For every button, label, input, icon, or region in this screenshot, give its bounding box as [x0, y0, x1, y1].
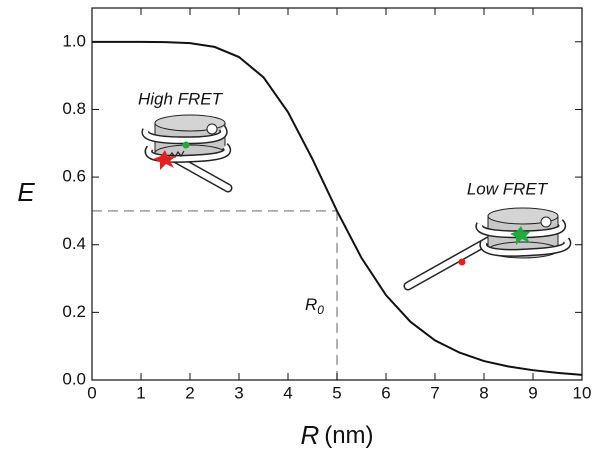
y-tick-label: 0.6 — [62, 167, 86, 186]
x-tick-label: 2 — [185, 383, 194, 402]
x-tick-label: 8 — [479, 383, 488, 402]
x-tick-label: 5 — [332, 383, 341, 402]
y-tick-label: 0.4 — [62, 234, 86, 253]
x-axis-variable: R — [300, 420, 319, 450]
x-axis-label: R (nm) — [300, 420, 373, 450]
y-axis-label: E — [17, 177, 35, 207]
low-fret-label: Low FRET — [467, 179, 549, 198]
data-line — [92, 40, 583, 376]
r0-label: R0 — [305, 295, 324, 317]
x-tick-label: 0 — [87, 383, 96, 402]
x-tick-label: 7 — [430, 383, 439, 402]
high-fret-label: High FRET — [138, 89, 224, 108]
low-fret-illustration — [403, 207, 572, 291]
x-tick-label: 1 — [136, 383, 145, 402]
x-axis-unit: (nm) — [324, 422, 373, 449]
r0-symbol: R — [305, 295, 317, 314]
y-tick-label: 0.8 — [62, 99, 86, 118]
high-fret-illustration — [141, 114, 233, 193]
y-tick-label: 0.0 — [62, 369, 86, 388]
x-tick-label: 6 — [381, 383, 390, 402]
x-tick-label: 4 — [283, 383, 292, 402]
y-tick-label: 0.2 — [62, 302, 86, 321]
x-tick-label: 10 — [573, 383, 592, 402]
r0-subscript: 0 — [317, 303, 324, 317]
x-tick-label: 3 — [234, 383, 243, 402]
x-tick-label: 9 — [528, 383, 537, 402]
y-tick-label: 1.0 — [62, 31, 86, 50]
